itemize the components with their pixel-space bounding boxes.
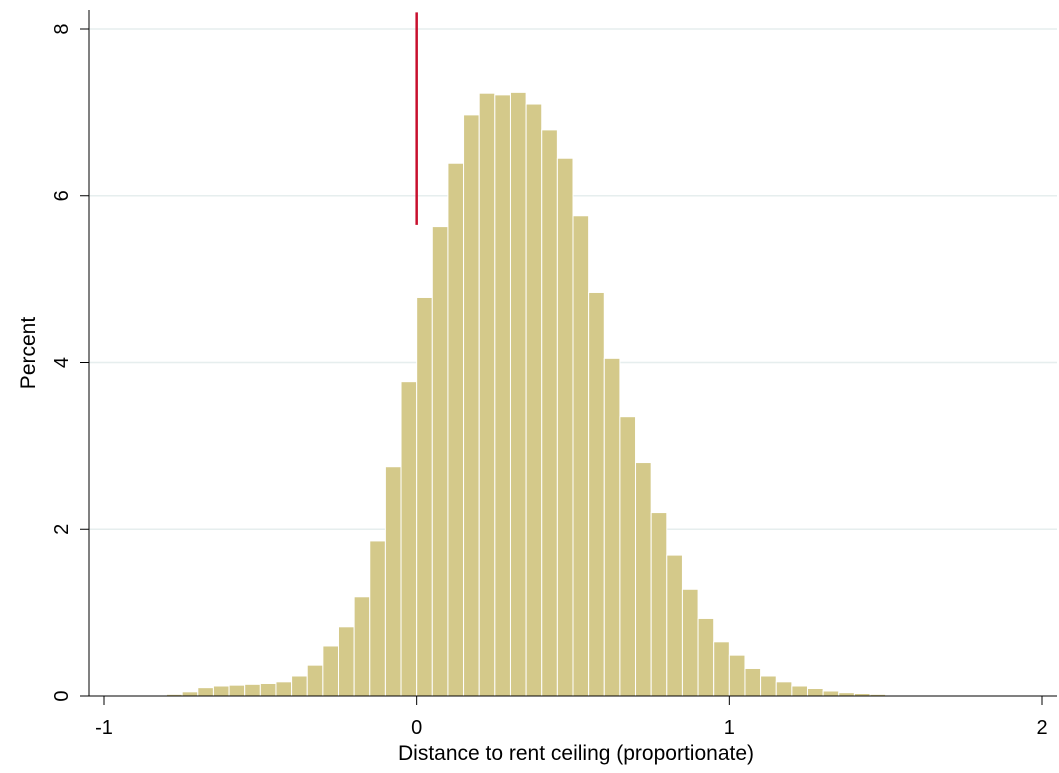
histogram-bar — [681, 588, 699, 697]
histogram-bar — [384, 466, 402, 697]
histogram-bar — [650, 512, 668, 697]
histogram-bar — [556, 157, 574, 697]
y-tick-label: 2 — [51, 524, 73, 535]
histogram-bar — [603, 357, 621, 697]
histogram-bar — [400, 381, 418, 697]
histogram-bar — [494, 94, 511, 697]
histogram-bar — [572, 215, 590, 697]
histogram-bar — [322, 645, 340, 697]
y-axis-title: Percent — [17, 317, 40, 390]
histogram-bar — [478, 92, 496, 697]
histogram-bar — [775, 681, 793, 697]
histogram-bar — [212, 685, 230, 697]
histogram-bar — [259, 682, 277, 697]
histogram-bar — [588, 291, 605, 697]
histogram-bar — [463, 114, 480, 697]
histogram-bar — [791, 685, 808, 697]
y-tick-label: 6 — [51, 190, 73, 201]
histogram-bar — [275, 681, 293, 697]
histogram-bar — [697, 617, 715, 697]
histogram-bar — [291, 675, 308, 697]
x-tick-label: -1 — [95, 717, 113, 739]
x-tick-label: 2 — [1036, 717, 1047, 739]
x-axis-ticks: -1 0 1 2 — [95, 696, 1048, 739]
histogram-bar — [525, 103, 543, 697]
x-tick-label: 1 — [724, 717, 735, 739]
histogram-bar — [619, 416, 637, 697]
histogram-bar — [306, 664, 324, 697]
histogram-bar — [431, 226, 449, 697]
histogram-bar — [447, 162, 465, 697]
x-axis-title: Distance to rent ceiling (proportionate) — [398, 742, 754, 765]
x-tick-label: 0 — [411, 717, 422, 739]
axes — [88, 10, 1057, 697]
y-tick-label: 4 — [51, 357, 73, 368]
histogram-bar — [416, 296, 433, 697]
histogram-bar — [338, 626, 355, 697]
histogram-bar — [197, 687, 214, 697]
histogram-bar — [244, 683, 261, 697]
histogram-bar — [635, 462, 652, 697]
histogram-bar — [181, 691, 199, 697]
y-tick-label: 8 — [51, 23, 73, 34]
histogram-bar — [744, 667, 762, 697]
histogram-bar — [353, 596, 371, 697]
histogram-bar — [509, 91, 527, 697]
histogram-bar — [369, 540, 386, 697]
histogram-bar — [838, 692, 855, 697]
y-tick-label: 0 — [51, 690, 73, 701]
histogram-bars — [166, 91, 934, 697]
histogram-bar — [541, 129, 558, 697]
histogram-bar — [666, 554, 683, 697]
histogram-bar — [728, 654, 746, 697]
y-axis-ticks: 0 2 4 6 8 — [51, 23, 89, 702]
histogram-bar — [228, 684, 246, 697]
histogram-bar — [822, 690, 840, 697]
histogram-bar — [760, 675, 777, 697]
histogram-bar — [807, 687, 824, 697]
histogram-bar — [713, 641, 730, 697]
